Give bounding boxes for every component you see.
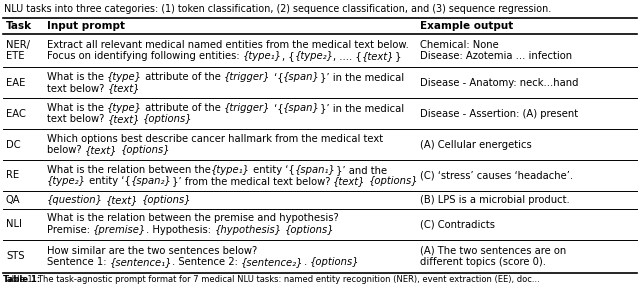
- Text: {options}: {options}: [285, 225, 334, 235]
- Text: EAE: EAE: [6, 78, 26, 88]
- Text: Which options best describe cancer hallmark from the medical text: Which options best describe cancer hallm…: [47, 134, 383, 144]
- Text: Focus on identifying following entities:: Focus on identifying following entities:: [47, 51, 243, 61]
- Text: How similar are the two sentences below?: How similar are the two sentences below?: [47, 246, 257, 255]
- Text: What is the: What is the: [47, 72, 107, 82]
- Text: Input prompt: Input prompt: [47, 21, 125, 31]
- Text: }’ and the: }’ and the: [335, 165, 387, 175]
- Text: {type}: {type}: [107, 72, 142, 82]
- Text: {premise}: {premise}: [93, 225, 147, 235]
- Text: . Sentence 2:: . Sentence 2:: [172, 257, 241, 267]
- Text: (A) The two sentences are on: (A) The two sentences are on: [420, 246, 566, 255]
- Text: . Hypothesis:: . Hypothesis:: [147, 225, 214, 235]
- Text: ETE: ETE: [6, 51, 24, 61]
- Text: {span}: {span}: [284, 103, 320, 113]
- Text: NLI: NLI: [6, 219, 22, 229]
- Text: different topics (score 0).: different topics (score 0).: [420, 257, 546, 267]
- Text: attribute of the: attribute of the: [142, 72, 224, 82]
- Text: DC: DC: [6, 140, 20, 149]
- Text: (C) ‘stress’ causes ‘headache’.: (C) ‘stress’ causes ‘headache’.: [420, 170, 573, 180]
- Text: entity ‘{: entity ‘{: [86, 176, 131, 186]
- Text: NER/: NER/: [6, 40, 30, 50]
- Text: {options}: {options}: [143, 114, 193, 124]
- Text: }’ from the medical text below?: }’ from the medical text below?: [172, 176, 333, 186]
- Text: QA: QA: [6, 195, 20, 205]
- Text: (B) LPS is a microbial product.: (B) LPS is a microbial product.: [420, 195, 570, 205]
- Text: Sentence 1:: Sentence 1:: [47, 257, 109, 267]
- Text: NLU tasks into three categories: (1) token classification, (2) sequence classifi: NLU tasks into three categories: (1) tok…: [4, 4, 551, 14]
- Text: {type₁}: {type₁}: [211, 165, 250, 175]
- Text: (C) Contradicts: (C) Contradicts: [420, 219, 495, 229]
- Text: ‘{: ‘{: [271, 103, 284, 113]
- Text: {type}: {type}: [107, 103, 142, 113]
- Text: }’ in the medical: }’ in the medical: [320, 103, 404, 113]
- Text: , {: , {: [282, 51, 294, 61]
- Text: {span₁}: {span₁}: [294, 165, 335, 175]
- Text: Extract all relevant medical named entities from the medical text below.: Extract all relevant medical named entit…: [47, 40, 409, 50]
- Text: text below?: text below?: [47, 114, 108, 124]
- Text: {text}: {text}: [108, 83, 140, 94]
- Text: ‘{: ‘{: [271, 72, 284, 82]
- Text: attribute of the: attribute of the: [142, 103, 224, 113]
- Text: {type₁}: {type₁}: [243, 51, 282, 61]
- Text: .: .: [303, 257, 310, 267]
- Text: , .... {: , .... {: [333, 51, 362, 61]
- Text: {trigger}: {trigger}: [224, 103, 271, 113]
- Text: Premise:: Premise:: [47, 225, 93, 235]
- Text: Task: Task: [6, 21, 32, 31]
- Text: {type₂}: {type₂}: [294, 51, 333, 61]
- Text: {text}: {text}: [84, 145, 117, 155]
- Text: EAC: EAC: [6, 109, 26, 119]
- Text: {options}: {options}: [141, 195, 191, 205]
- Text: text below?: text below?: [47, 83, 108, 94]
- Text: }’ in the medical: }’ in the medical: [320, 72, 404, 82]
- Text: Table 1:: Table 1:: [3, 275, 40, 284]
- Text: {text}: {text}: [333, 176, 365, 186]
- Text: {options}: {options}: [369, 176, 419, 186]
- Text: {sentence₁}: {sentence₁}: [109, 257, 172, 267]
- Text: entity ‘{: entity ‘{: [250, 165, 294, 175]
- Text: {hypothesis}: {hypothesis}: [214, 225, 282, 235]
- Text: Chemical: None: Chemical: None: [420, 40, 499, 50]
- Text: {options}: {options}: [310, 257, 360, 267]
- Text: {span₂}: {span₂}: [131, 176, 172, 186]
- Text: {trigger}: {trigger}: [224, 72, 271, 82]
- Text: What is the: What is the: [47, 103, 107, 113]
- Text: RE: RE: [6, 170, 19, 180]
- Text: (A) Cellular energetics: (A) Cellular energetics: [420, 140, 532, 149]
- Text: {text}: {text}: [108, 114, 140, 124]
- Text: {span}: {span}: [284, 72, 320, 82]
- Text: What is the relation between the premise and hypothesis?: What is the relation between the premise…: [47, 214, 339, 223]
- Text: Disease - Assertion: (A) present: Disease - Assertion: (A) present: [420, 109, 578, 119]
- Text: {text}: {text}: [106, 195, 139, 205]
- Text: What is the relation between the: What is the relation between the: [47, 165, 211, 175]
- Text: {question}: {question}: [47, 195, 103, 205]
- Text: {sentence₂}: {sentence₂}: [241, 257, 303, 267]
- Text: Example output: Example output: [420, 21, 513, 31]
- Text: STS: STS: [6, 251, 24, 261]
- Text: Table 1: The task-agnostic prompt format for 7 medical NLU tasks: named entity r: Table 1: The task-agnostic prompt format…: [3, 275, 540, 284]
- Text: Disease: Azotemia ... infection: Disease: Azotemia ... infection: [420, 51, 572, 61]
- Text: Disease - Anatomy: neck...hand: Disease - Anatomy: neck...hand: [420, 78, 579, 88]
- Text: {text}: {text}: [362, 51, 395, 61]
- Text: }: }: [395, 51, 401, 61]
- Text: below?: below?: [47, 145, 84, 155]
- Text: {options}: {options}: [120, 145, 170, 155]
- Text: {type₂}: {type₂}: [47, 176, 86, 186]
